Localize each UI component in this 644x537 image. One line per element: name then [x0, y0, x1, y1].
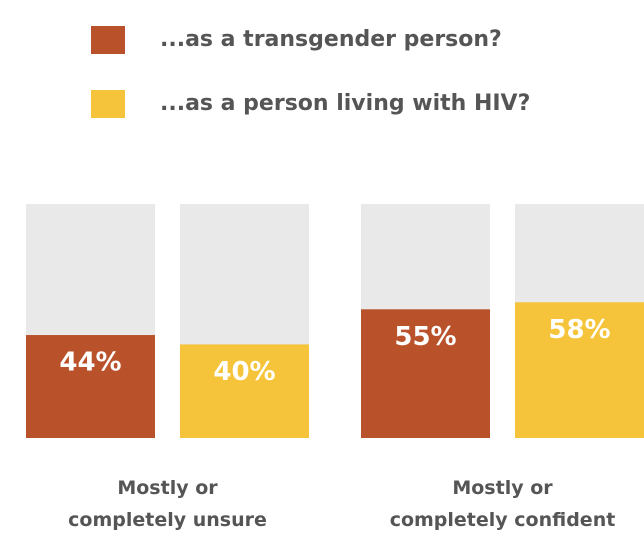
category-label: Mostly or completely confident — [389, 477, 616, 531]
value-label: 44% — [59, 348, 121, 378]
category-label: Mostly or completely unsure — [68, 477, 267, 531]
value-label: 58% — [548, 315, 610, 345]
bar — [26, 335, 155, 438]
bar — [361, 309, 490, 438]
legend-swatch — [91, 26, 125, 54]
value-label: 40% — [213, 357, 275, 387]
legend-label: ...as a person living with HIV? — [160, 91, 530, 116]
bar — [515, 302, 644, 438]
value-label: 55% — [394, 322, 456, 352]
bar — [180, 344, 309, 438]
legend-label: ...as a transgender person? — [160, 27, 502, 52]
legend-swatch — [91, 90, 125, 118]
